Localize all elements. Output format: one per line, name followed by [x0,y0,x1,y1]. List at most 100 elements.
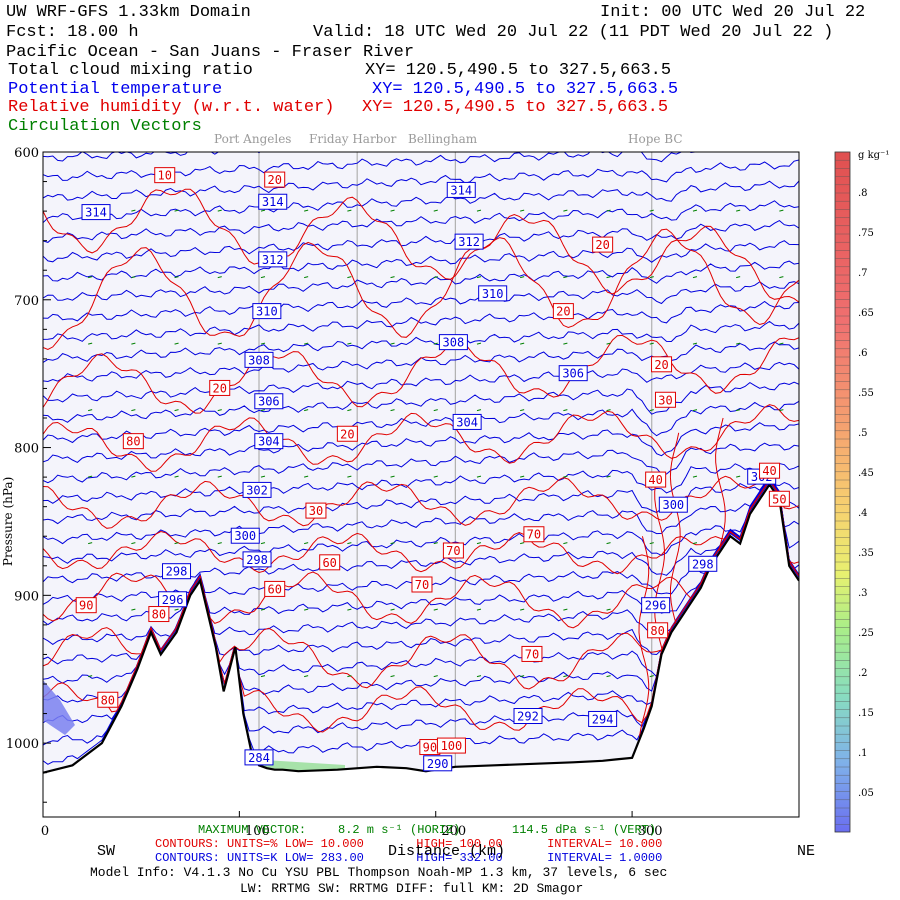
circulation-vector [520,409,525,412]
theta-contour-line [43,180,799,224]
circulation-vector [606,342,611,345]
y-tick-label: 1000 [6,737,39,752]
field-circulation-vectors: Circulation Vectors [8,117,202,136]
theta-contour-line [43,159,799,201]
circulation-vector [433,276,438,279]
rh-label-text: 40 [648,473,662,487]
colorbar-tick-label: .8 [858,188,868,199]
circulation-vector [260,209,266,212]
circulation-vector [347,276,352,279]
rh-label: 30 [654,391,676,408]
circulation-vector [304,675,309,678]
theta-contour-line [43,422,799,463]
colorbar-tick-label: .2 [858,668,868,679]
circulation-vector [476,608,482,611]
circulation-vector [476,276,482,279]
rh-contour-line [43,228,799,351]
circulation-vector [649,342,654,345]
theta-label-text: 314 [450,183,472,197]
circulation-vector [476,475,482,478]
colorbar-tick-label: .3 [858,588,868,599]
rh-label: 50 [768,490,790,507]
circulation-vector [563,342,568,345]
circulation-vector [563,608,568,611]
colorbar-tick-label: .4 [858,508,868,519]
init-time: Init: 00 UTC Wed 20 Jul 22 [600,3,866,22]
place-friday-harbor: Friday Harbor [309,132,397,146]
theta-label: 296 [158,591,188,608]
theta-label: 294 [588,710,618,727]
circulation-vector [347,342,352,345]
x-end-sw: SW [97,843,116,860]
circulation-vector [692,475,698,478]
theta-label: 298 [688,555,718,572]
x-tick-label: 0 [41,824,49,839]
model-info: Model Info: V4.1.3 No Cu YSU PBL Thompso… [90,865,668,880]
circulation-vector [174,342,179,345]
xy-cloud-mixing: XY= 120.5,490.5 to 327.5,663.5 [365,61,672,80]
circulation-vector [347,608,352,611]
circulation-vector [390,675,395,678]
circulation-vector [88,675,93,678]
circulation-vector [390,608,395,611]
rh-label-text: 50 [772,492,786,506]
circulation-vector [476,675,482,678]
theta-label-text: 294 [592,712,614,726]
place-hope-bc: Hope BC [628,132,683,146]
rh-label: 90 [75,597,97,614]
circulation-vector [606,475,611,478]
circulation-vector [131,409,136,412]
theta-label: 312 [454,233,484,250]
circulation-vector [692,209,698,212]
rh-label: 20 [209,379,231,396]
x-tick-label: 200 [441,824,466,839]
model-title: UW WRF-GFS 1.33km Domain [6,3,251,22]
circulation-vector [563,542,568,545]
circulation-vector [217,542,222,545]
theta-label: 308 [438,334,468,351]
colorbar [834,151,851,833]
circulation-vector [779,409,784,412]
rh-label: 100 [436,737,466,754]
circulation-vector [217,475,222,478]
theta-label-text: 290 [427,757,449,771]
theta-label-text: 296 [645,599,667,613]
rh-label: 70 [523,526,545,543]
rh-interval: 10.000 [619,837,663,851]
rh-contour-line [715,417,726,552]
rh-label-text: 70 [446,544,460,558]
theta-label: 314 [81,204,111,221]
theta-label-text: 304 [258,435,280,449]
colorbar-units: g kg⁻¹ [858,150,889,161]
circulation-vector [606,542,611,545]
colorbar-tick-label: .05 [858,788,874,799]
circulation-vector [390,276,395,279]
circulation-vector [606,675,611,678]
circulation-vector [347,675,352,678]
circulation-vector [131,276,136,279]
place-bellingham: Bellingham [408,132,478,146]
theta-contour-line [43,100,799,141]
xy-relative-humidity: XY= 120.5,490.5 to 327.5,663.5 [362,98,669,117]
theta-label-text: 308 [443,336,465,350]
rh-label-text: 40 [762,464,776,478]
rh-label-text: 20 [654,358,668,372]
circulation-vector [520,608,525,611]
circulation-vector [390,542,395,545]
theta-contour-line [43,200,799,243]
circulation-vector [304,342,309,345]
theta-contour-line [43,475,799,545]
rh-label-text: 90 [79,599,93,613]
circulation-vector [304,276,309,279]
circulation-vector [433,608,438,611]
rh-contour-line [43,188,799,303]
rh-label: 80 [148,606,170,623]
circulation-vector [649,209,654,212]
y-tick-label: 600 [14,146,39,161]
circulation-vector [649,409,654,412]
theta-label: 314 [258,193,288,210]
rh-label: 70 [442,542,464,559]
rh-contour-label: CONTOURS: UNITS=% LOW= [155,837,314,851]
theta-label: 300 [658,496,688,513]
